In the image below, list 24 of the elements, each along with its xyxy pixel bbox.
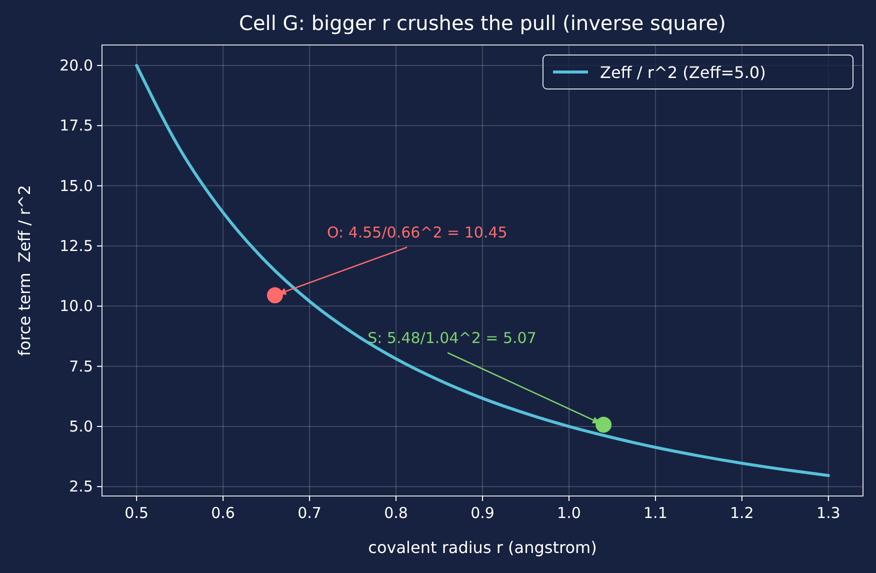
line-series (135, 64, 830, 478)
y-tick-label: 15.0 (60, 176, 93, 195)
annotation: O: 4.55/0.66^2 = 10.45 (326, 223, 508, 242)
y-tick-label: 2.5 (69, 478, 93, 496)
x-tick-label: 1.3 (816, 504, 840, 522)
x-tick-label: 0.8 (384, 504, 408, 522)
chart-title: Cell G: bigger r crushes the pull (inverse square) (239, 11, 726, 35)
x-tick-label: 0.6 (211, 504, 235, 522)
y-tick-label: 12.5 (60, 236, 93, 255)
x-tick-label: 0.5 (124, 504, 149, 522)
x-tick-label: 0.9 (470, 504, 494, 522)
y-tick-label: 7.5 (69, 357, 93, 376)
legend-label: Zeff / r^2 (Zeff=5.0) (600, 63, 766, 82)
y-tick-label: 10.0 (60, 297, 93, 316)
annotation: S: 5.48/1.04^2 = 5.07 (368, 328, 536, 347)
x-tick-label: 1.2 (730, 504, 754, 522)
y-tick-label: 20.0 (60, 56, 93, 74)
x-tick-label: 0.7 (298, 504, 322, 522)
y-tick-label: 17.5 (60, 116, 93, 135)
x-tick-label: 1.1 (644, 504, 668, 522)
y-tick-label: 5.0 (69, 417, 93, 436)
x-axis-title: covalent radius r (angstrom) (368, 538, 597, 557)
x-tick-label: 1.0 (557, 504, 581, 522)
y-axis-title: force term Zeff / r^2 (15, 184, 34, 356)
